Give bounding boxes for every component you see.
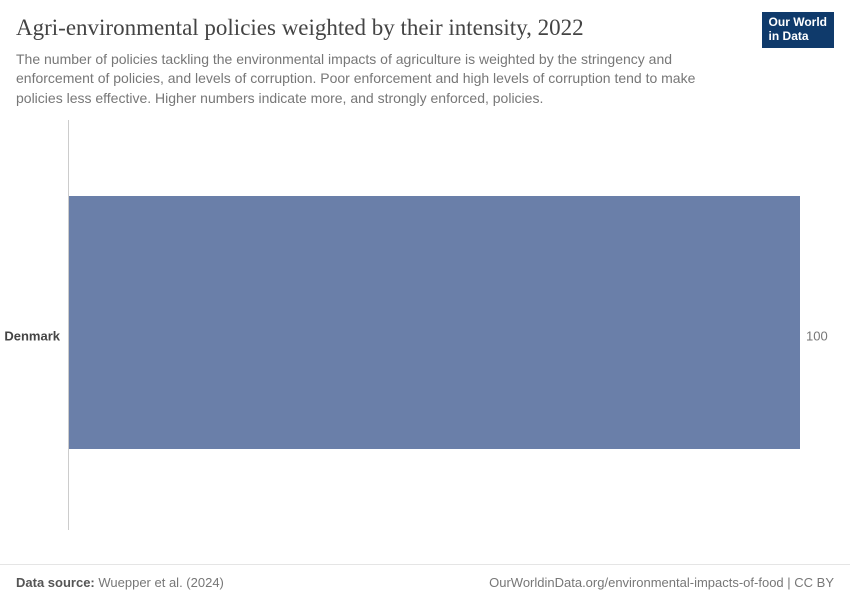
owid-logo: Our World in Data bbox=[762, 12, 834, 48]
logo-text-line2: in Data bbox=[769, 29, 809, 43]
data-source: Data source: Wuepper et al. (2024) bbox=[16, 575, 224, 590]
chart-subtitle: The number of policies tackling the envi… bbox=[16, 50, 736, 109]
logo-text-line1: Our World bbox=[769, 15, 827, 29]
bar-value-label: 100 bbox=[806, 329, 828, 344]
bar-row bbox=[69, 196, 800, 449]
chart-header: Our World in Data Agri-environmental pol… bbox=[0, 0, 850, 108]
chart-footer: Data source: Wuepper et al. (2024) OurWo… bbox=[0, 564, 850, 600]
y-axis-label: Denmark bbox=[4, 329, 60, 344]
bar bbox=[69, 196, 800, 449]
source-text: Wuepper et al. (2024) bbox=[98, 575, 224, 590]
attribution-text: OurWorldinData.org/environmental-impacts… bbox=[489, 575, 834, 590]
chart-plot-area: Denmark100 bbox=[68, 120, 832, 530]
chart-title: Agri-environmental policies weighted by … bbox=[16, 14, 834, 42]
source-label: Data source: bbox=[16, 575, 95, 590]
